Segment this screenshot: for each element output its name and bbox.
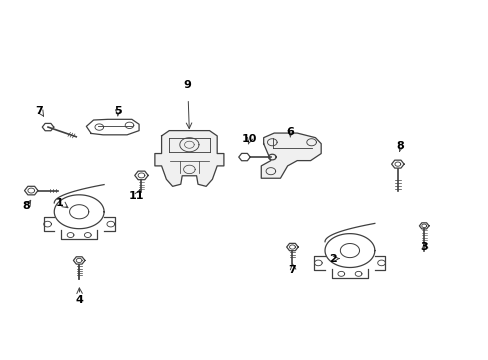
Text: 7: 7 xyxy=(36,106,43,116)
Text: 5: 5 xyxy=(114,106,121,116)
Text: 4: 4 xyxy=(75,295,83,305)
Text: 1: 1 xyxy=(56,198,64,208)
Text: 8: 8 xyxy=(22,202,30,211)
Text: 10: 10 xyxy=(241,134,257,144)
Text: 6: 6 xyxy=(285,127,293,138)
Polygon shape xyxy=(155,131,224,186)
Text: 7: 7 xyxy=(288,265,296,275)
Text: 9: 9 xyxy=(183,80,190,90)
Text: 3: 3 xyxy=(420,242,427,252)
Polygon shape xyxy=(261,133,321,178)
Text: 11: 11 xyxy=(129,191,144,201)
Text: 2: 2 xyxy=(328,255,336,264)
Text: 8: 8 xyxy=(396,141,403,152)
